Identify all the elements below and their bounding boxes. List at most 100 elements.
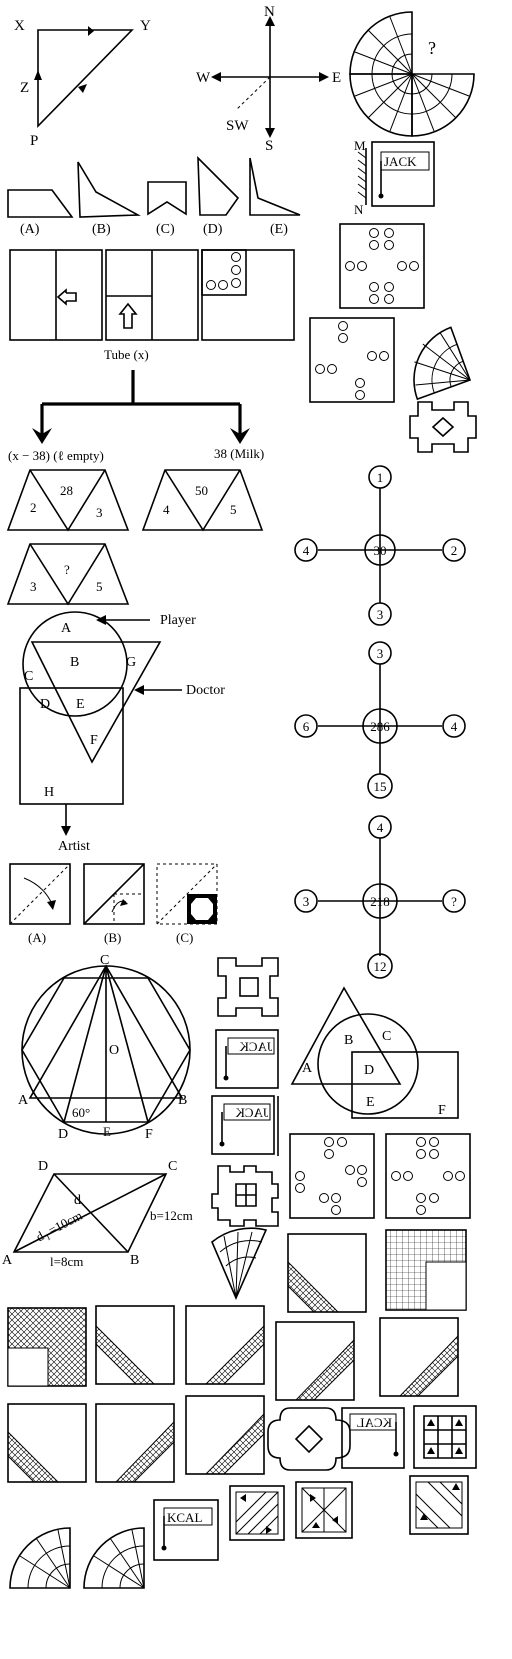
pattern-square-9 [95,1403,175,1483]
wheel3-bottom: 12 [374,959,387,974]
west-label: W [196,70,211,86]
hex-b-label: B [178,1093,187,1108]
triangle-grid-tile [413,1405,477,1469]
wheel1-bottom: 3 [377,607,384,622]
number-wheel-1: 1 4 30 2 3 [294,465,466,626]
para-diagonal-label: d [74,1193,81,1208]
wheel1-left: 4 [303,543,310,558]
dot-square-option-2 [289,1133,375,1219]
wheel3-top: 4 [377,820,384,835]
fold-options: (A) (B) (C) [9,863,218,945]
notched-tile-2 [217,957,279,1017]
wheel1-top: 1 [377,470,384,485]
dot-square-option [309,317,395,403]
quarter-fan-4 [83,1527,145,1589]
mirror-kcal-option-2: KCAL [153,1499,219,1561]
pattern-square-8 [7,1403,87,1483]
para-d-corner: D [38,1159,48,1174]
mirror-jack-question: M N JACK [354,138,435,217]
vertex-z: Z [20,80,29,96]
tube-right-label: 38 (Milk) [214,446,264,461]
region-b: B [70,655,79,670]
parallelogram: D C A B d d 1 =10cm b=12cm l=8cm [2,1159,193,1269]
number-wheel-3: 4 3 218 ? 12 [294,815,466,979]
flower-tile [267,1407,351,1471]
pattern-square-5 [185,1305,265,1385]
quarter-fan-small [413,326,472,401]
region-h: H [44,785,54,800]
wheel2-left: 6 [303,719,310,734]
pattern-square-3 [7,1307,87,1387]
trap2-top: 50 [195,483,208,498]
venn-people: A B C D E F G H Player Doctor Artist [19,611,225,854]
region-c: C [24,669,33,684]
notched-tile [409,401,477,453]
mirror-kcal-1-word: KCAL [357,1415,392,1430]
wheel2-right: 4 [451,719,458,734]
shape-options: (A) (B) (C) (D) (E) [7,155,301,237]
wheel2-top: 3 [377,646,384,661]
fold-a-label: (A) [28,930,46,945]
region-d: D [40,697,50,712]
dot-square-question [339,223,425,309]
para-a-corner: A [2,1253,13,1268]
shape-region-e: E [366,1095,375,1110]
wheel2-center: 286 [370,719,390,734]
shape-region-a: A [302,1061,313,1076]
vertex-p: P [30,133,38,149]
trap3-left: 3 [30,579,37,594]
option-e-label: (E) [270,222,288,237]
para-d1-value: =10cm [46,1208,85,1238]
mirror-jack-option-1: JACK [215,1029,279,1089]
trap1-left: 2 [30,500,37,515]
option-d-label: (D) [203,222,223,237]
para-c-corner: C [168,1159,177,1174]
hexagon-circle: C O A B D E F 60° [18,953,191,1142]
southwest-label: SW [226,118,249,134]
hex-f-label: F [145,1127,153,1142]
pattern-square-1 [287,1233,367,1313]
circle-segment-puzzle: ? [349,11,475,137]
south-label: S [265,138,273,154]
pattern-square-2 [385,1229,467,1311]
mirror-option-2-word: JACK [235,1105,268,1120]
wheel3-right: ? [451,894,457,909]
artist-label: Artist [58,839,90,854]
paper-fold-panels [9,249,295,341]
para-b-side: b=12cm [150,1208,193,1223]
mirror-bottom-label: N [354,202,364,217]
option-c-label: (C) [156,222,175,237]
tube-title: Tube (x) [104,347,149,362]
wheel1-center: 30 [374,543,387,558]
quarter-fan-2 [211,1227,268,1301]
para-b-corner: B [130,1253,139,1268]
trapezoid-2: 50 4 5 [141,469,264,532]
region-f: F [90,733,98,748]
fold-c-label: (C) [176,930,193,945]
diagonal-tile-2 [295,1481,353,1539]
region-e: E [76,697,85,712]
para-d1-sub: 1 [44,1231,53,1242]
para-l-side: l=8cm [50,1254,83,1269]
shape-region-b: B [344,1033,353,1048]
pattern-square-4 [95,1305,175,1385]
mirror-top-label: M [354,138,366,153]
trap2-right: 5 [230,502,237,517]
tube-left-label: (x − 38) (ℓ empty) [8,448,104,463]
east-label: E [332,70,341,86]
mirror-option-1-word: JACK [239,1039,272,1054]
dot-square-option-3 [385,1133,471,1219]
pattern-square-6 [275,1321,355,1401]
mirror-kcal-option-1: KCAL [341,1407,405,1469]
diagonal-tile-3 [409,1475,469,1535]
vertex-y: Y [140,18,151,34]
trap1-right: 3 [96,505,103,520]
trap2-left: 4 [163,502,170,517]
wheel3-left: 3 [303,894,310,909]
compass-rose: N S E W SW [196,4,341,154]
venn-shapes: A B C D E F [290,986,459,1119]
trapezoid-3: ? 3 5 [6,543,130,606]
north-label: N [264,4,275,20]
pattern-square-7 [379,1317,459,1397]
vertex-x: X [14,18,25,34]
